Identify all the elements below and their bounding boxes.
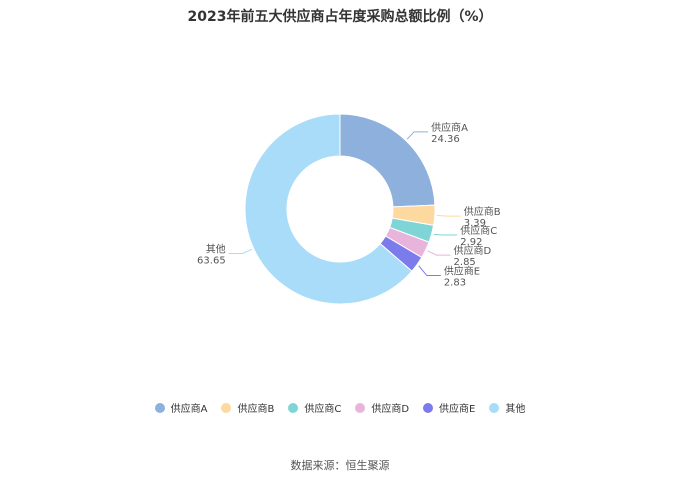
- legend-item-5[interactable]: 供应商E: [423, 400, 475, 415]
- slice-value-2: 3.39: [464, 218, 486, 229]
- data-source: 数据来源：恒生聚源: [290, 459, 390, 472]
- legend-label: 供应商E: [439, 404, 476, 415]
- legend-marker-icon: [355, 402, 366, 413]
- slice-label-3: 供应商C: [460, 224, 497, 237]
- slice-value-4: 2.85: [454, 257, 476, 268]
- leader-line-5: [418, 265, 441, 277]
- legend-item-4[interactable]: 供应商D: [355, 400, 409, 415]
- legend-item-1[interactable]: 供应商A: [154, 400, 208, 415]
- slice-value-3: 2.92: [460, 237, 482, 248]
- chart-title: 2023年前五大供应商占年度采购总额比例（%）: [187, 9, 493, 25]
- legend-marker-icon: [288, 402, 299, 413]
- legend-label: 供应商B: [237, 404, 275, 415]
- legend-label: 其他: [505, 404, 526, 415]
- slice-label-2: 供应商B: [464, 205, 501, 218]
- legend-label: 供应商D: [371, 404, 410, 415]
- slice-label-4: 供应商D: [454, 244, 492, 257]
- legend-item-2[interactable]: 供应商B: [221, 400, 274, 415]
- legend-marker-icon: [221, 402, 232, 413]
- leader-line-1: [406, 131, 429, 140]
- leader-line-4: [427, 250, 451, 256]
- slice-1[interactable]: [339, 113, 436, 208]
- slice-label-6: 其他: [206, 242, 226, 255]
- slice-value-5: 2.83: [444, 278, 466, 289]
- slice-6[interactable]: [244, 113, 413, 305]
- slice-value-6: 63.65: [197, 255, 226, 266]
- legend-label: 供应商C: [304, 404, 342, 415]
- leader-line-3: [433, 233, 458, 236]
- slice-label-5: 供应商E: [444, 265, 480, 278]
- legend-label: 供应商A: [170, 404, 208, 415]
- legend-item-6[interactable]: 其他: [489, 400, 525, 415]
- legend-marker-icon: [154, 402, 165, 413]
- legend-item-3[interactable]: 供应商C: [288, 400, 341, 415]
- leader-line-2: [436, 214, 461, 217]
- legend-marker-icon: [489, 402, 500, 413]
- slice-label-1: 供应商A: [431, 121, 468, 134]
- slice-value-1: 24.36: [431, 134, 460, 145]
- legend-marker-icon: [423, 402, 434, 413]
- leader-line-6: [228, 248, 252, 254]
- legend: 供应商A 供应商B 供应商C 供应商D 供应商E 其他: [0, 400, 680, 415]
